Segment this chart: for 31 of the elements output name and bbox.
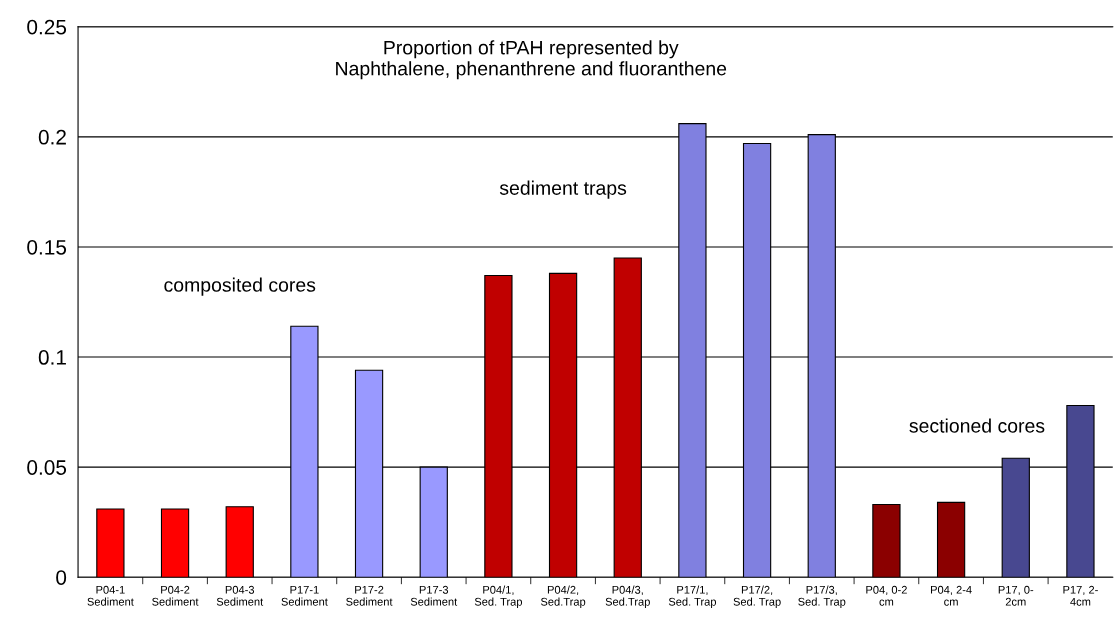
- x-tick-label: P04-2 Sediment: [152, 585, 199, 606]
- y-tick-label: 0.1: [38, 350, 66, 365]
- x-tick-label: P17/2, Sed. Trap: [733, 585, 781, 608]
- x-tick-label: P04-3 Sediment: [216, 585, 264, 606]
- x-tick-label: P04, 0-2 cm: [866, 585, 907, 606]
- x-tick-label: P17/3, Sed. Trap: [798, 585, 846, 608]
- x-tick-label: P04/1, Sed. Trap: [474, 585, 523, 608]
- y-tick-label: 0.05: [27, 460, 67, 475]
- y-tick-label: 0.25: [27, 19, 67, 35]
- annotation: composited cores: [164, 277, 316, 296]
- x-tick-label: P17-1 Sediment: [281, 585, 328, 606]
- bar: [96, 508, 125, 578]
- bar: [160, 508, 190, 578]
- x-tick-label: P04-1 Sediment: [87, 585, 134, 606]
- x-tick-label: P17-3 Sediment: [410, 585, 458, 606]
- text: Proportion of tPAH represented by Naphthalene, phenanthrene and fluoranthene: [336, 40, 727, 80]
- x-tick-label: P04, 2-4 cm: [931, 585, 972, 606]
- x-tick-label: P17, 0- 2cm: [998, 585, 1034, 606]
- x-tick-label: P17, 2- 4cm: [1063, 585, 1098, 606]
- x-tick-label: P04/3, Sed.Trap: [605, 585, 650, 608]
- x-tick-label: P17-2 Sediment: [346, 585, 393, 606]
- annotation: sediment traps: [499, 180, 627, 199]
- bar: [225, 506, 254, 578]
- bar: [872, 503, 901, 578]
- x-tick-label: P17/1, Sed. Trap: [668, 585, 717, 608]
- x-tick-label: P04/2, Sed.Trap: [540, 585, 586, 608]
- y-tick-label: 0: [56, 570, 67, 585]
- annotation: sectioned cores: [909, 418, 1045, 433]
- y-tick-label: 0.2: [38, 129, 66, 145]
- bar: [936, 501, 966, 578]
- y-tick-label: 0.15: [27, 239, 67, 255]
